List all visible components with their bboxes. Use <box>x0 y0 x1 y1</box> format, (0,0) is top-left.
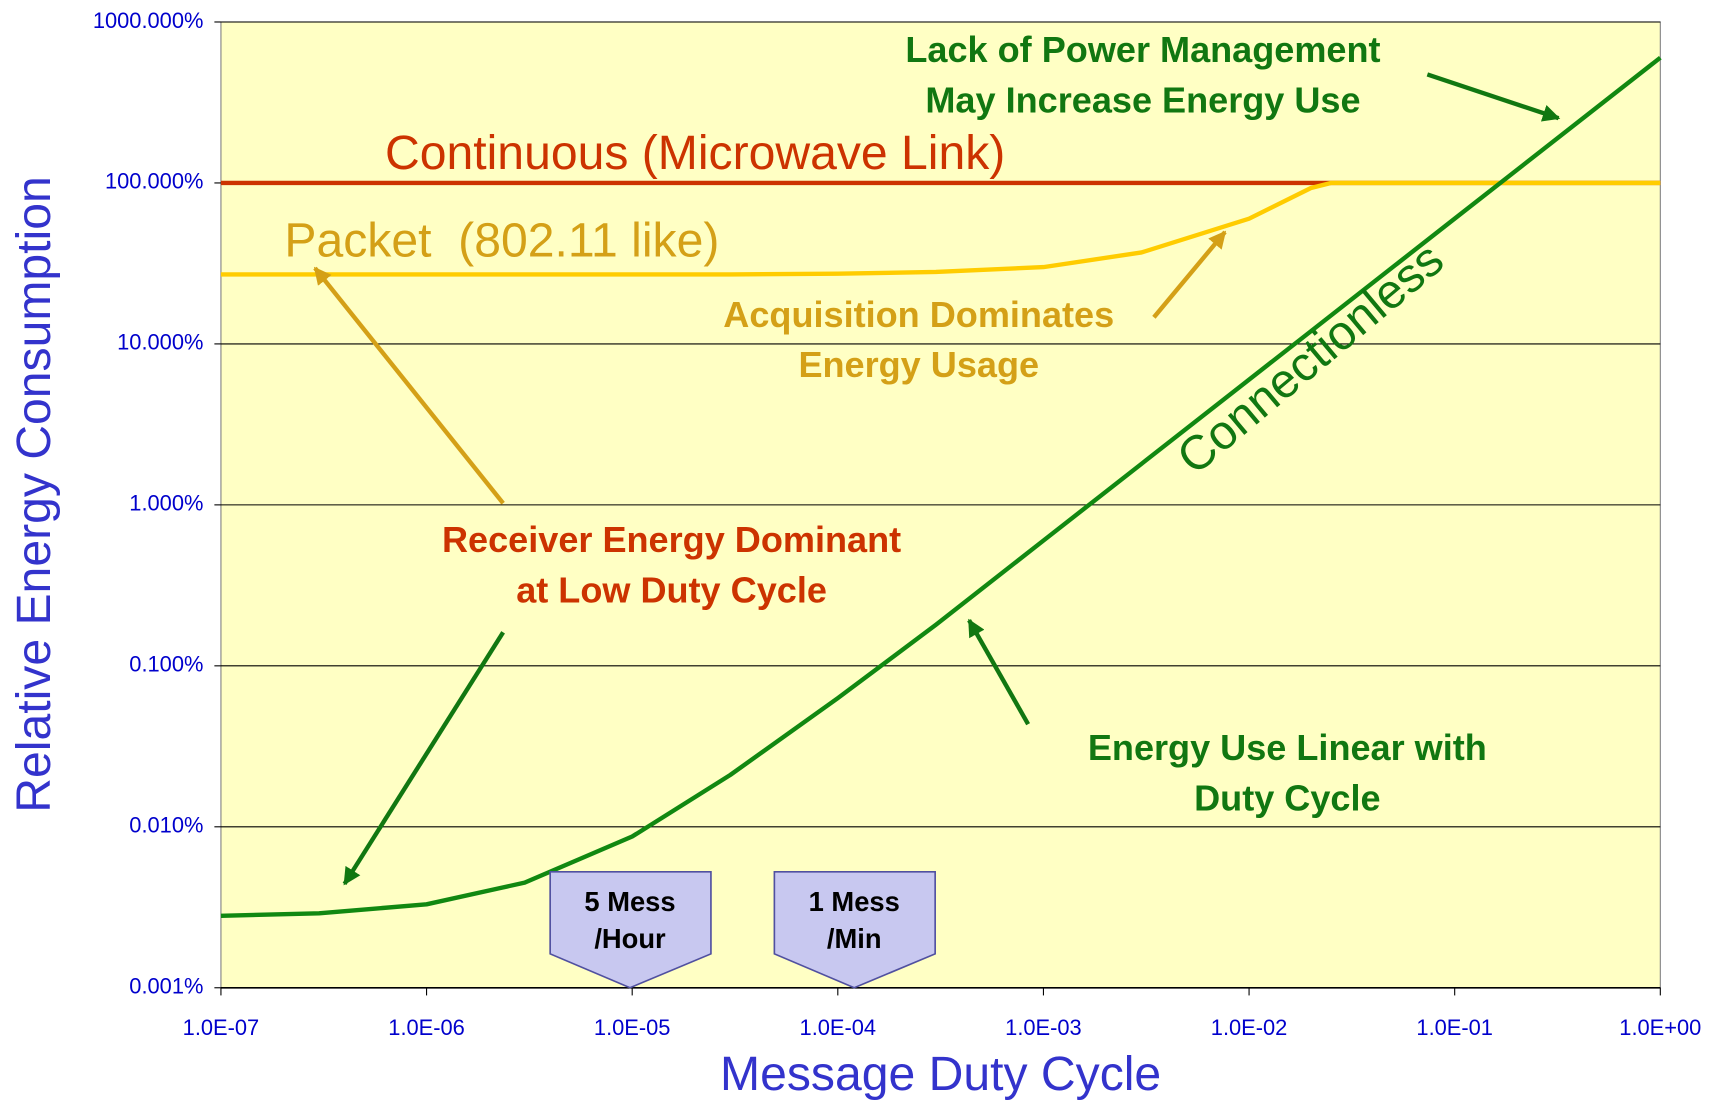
series-label: Continuous (Microwave Link) <box>385 126 1005 180</box>
callout-text: /Min <box>827 923 882 954</box>
grid <box>214 21 1661 996</box>
annotation: Energy Usage <box>798 344 1039 385</box>
x-tick-label: 1.0E-05 <box>594 1015 671 1040</box>
x-tick-label: 1.0E-06 <box>388 1015 465 1040</box>
annotation: May Increase Energy Use <box>925 79 1360 120</box>
arrow <box>1426 72 1561 122</box>
y-tick-label: 1000.000% <box>93 8 204 33</box>
arrow <box>313 266 505 505</box>
arrow <box>342 631 505 886</box>
x-tick-label: 1.0E-04 <box>800 1015 877 1040</box>
annotation: Lack of Power Management <box>905 29 1380 70</box>
annotation: Duty Cycle <box>1194 777 1380 818</box>
series-lines <box>220 55 1662 918</box>
callout-text: 1 Mess <box>809 886 900 917</box>
callout-box <box>773 871 936 989</box>
annotation: at Low Duty Cycle <box>516 569 827 610</box>
y-tick-label: 1.000% <box>129 491 203 516</box>
y-tick-label: 10.000% <box>117 330 203 355</box>
y-tick-label: 100.000% <box>105 169 203 194</box>
arrow <box>967 618 1031 726</box>
x-axis-title: Message Duty Cycle <box>720 1047 1161 1101</box>
annotation: Receiver Energy Dominant <box>442 519 901 560</box>
arrow <box>1152 230 1227 319</box>
y-tick-label: 0.100% <box>129 652 203 677</box>
series-line <box>220 55 1662 918</box>
y-tick-label: 0.010% <box>129 813 203 838</box>
x-tick-label: 1.0E-01 <box>1416 1015 1493 1040</box>
callout-text: /Hour <box>594 923 666 954</box>
callout-box <box>549 871 712 989</box>
series-label: Packet (802.11 like) <box>284 214 719 268</box>
x-tick-label: 1.0E-02 <box>1211 1015 1288 1040</box>
annotation: Energy Use Linear with <box>1088 727 1487 768</box>
y-tick-label: 0.001% <box>129 974 203 999</box>
x-tick-label: 1.0E+00 <box>1619 1015 1701 1040</box>
x-tick-label: 1.0E-07 <box>183 1015 260 1040</box>
callout-text: 5 Mess <box>584 886 675 917</box>
series-line <box>220 180 1661 277</box>
y-axis-title: Relative Energy Consumption <box>7 176 61 812</box>
annotation: Acquisition Dominates <box>723 294 1114 335</box>
x-tick-label: 1.0E-03 <box>1005 1015 1082 1040</box>
